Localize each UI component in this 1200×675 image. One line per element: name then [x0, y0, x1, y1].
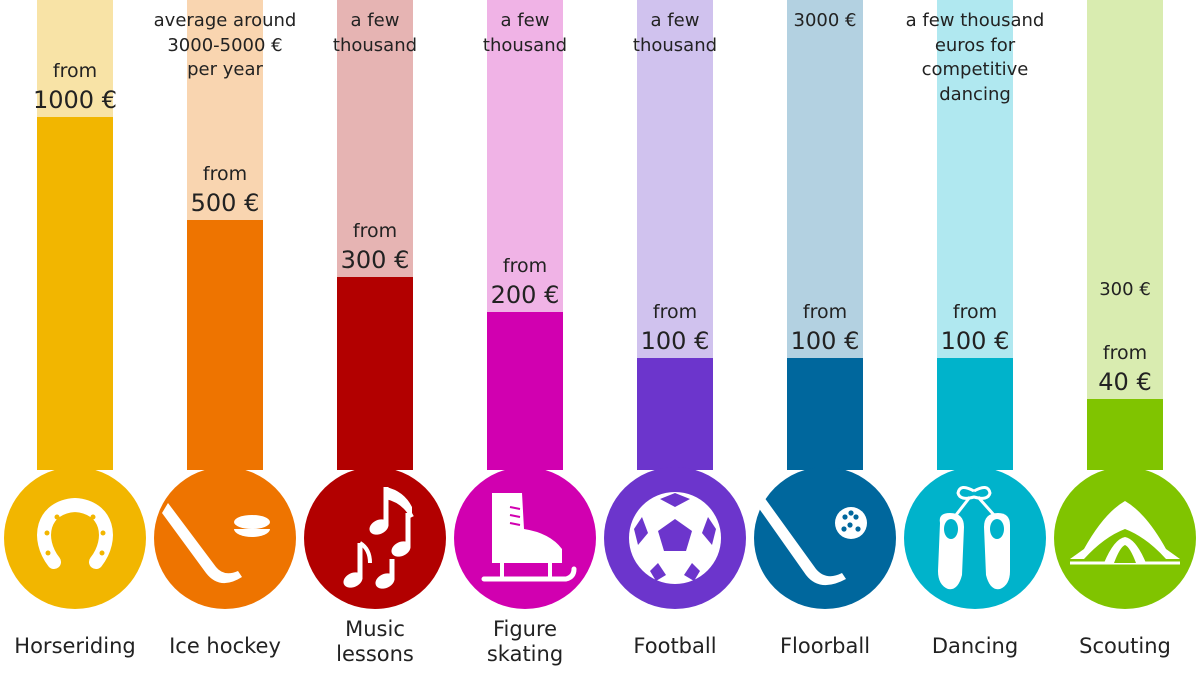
bar — [37, 117, 113, 470]
category-column: 200 € from a few thousand Figure skating — [450, 0, 600, 675]
bar — [637, 358, 713, 470]
tent-icon — [1070, 501, 1180, 565]
bar — [937, 358, 1013, 470]
upper-label: 3000 € — [793, 10, 857, 31]
bar — [187, 220, 263, 470]
category-column: 1000 € from Horseriding — [0, 0, 150, 675]
category-icon-badge — [304, 467, 446, 609]
category-column: 100 € from a few thousand euros for competit… — [900, 0, 1050, 675]
category-icon-badge — [154, 467, 296, 609]
category-label: Floorball — [779, 634, 871, 658]
horseshoe-icon — [37, 497, 113, 569]
bar — [337, 276, 413, 470]
data-label-prefix: from — [802, 301, 848, 324]
category-label: Football — [633, 634, 717, 658]
data-label-value: 300 € — [340, 245, 410, 274]
hockey-stick-puck-icon — [162, 503, 270, 584]
category-icon-badge — [454, 467, 596, 609]
category-column: 40 € from 300 € Scouting — [1050, 0, 1200, 675]
football-icon — [629, 492, 721, 584]
category-icon-badge — [604, 467, 746, 609]
category-icon-badge — [1054, 467, 1196, 609]
category-column: 300 € from a few thousand Music lessons — [300, 0, 450, 675]
data-label-value: 100 € — [940, 327, 1010, 356]
bar — [487, 312, 563, 470]
data-label-value: 1000 € — [33, 86, 117, 115]
category-icon-badge — [4, 467, 146, 609]
upper-label: a few thousand — [332, 10, 418, 56]
upper-label: average around 3000-5000 € per year — [153, 10, 297, 80]
category-label: Dancing — [931, 634, 1019, 658]
data-label-value: 100 € — [640, 327, 710, 356]
category-label: Horseriding — [14, 634, 136, 658]
data-label-prefix: from — [652, 301, 698, 324]
data-label-prefix: from — [352, 219, 398, 242]
category-label: Figure skating — [486, 617, 564, 666]
music-notes-icon — [343, 487, 414, 589]
upper-label: 300 € — [1099, 279, 1151, 300]
upper-label: a few thousand euros for competitive dancin… — [905, 10, 1045, 105]
ballet-shoes-icon — [938, 486, 1010, 590]
data-label-prefix: from — [502, 255, 548, 278]
data-label-prefix: from — [202, 163, 248, 186]
data-label-prefix: from — [1102, 342, 1148, 365]
category-icon-badge — [904, 467, 1046, 609]
data-label-value: 500 € — [190, 189, 260, 218]
category-column: 100 € from a few thousand Football — [600, 0, 750, 675]
bar — [1087, 399, 1163, 470]
category-icon-badge — [754, 467, 896, 609]
floorball-stick-ball-icon — [758, 497, 867, 586]
category-column: 500 € from average around 3000-5000 € per ye… — [150, 0, 300, 675]
bar — [787, 358, 863, 470]
data-label-prefix: from — [952, 301, 998, 324]
data-label-value: 100 € — [790, 327, 860, 356]
data-label-value: 200 € — [490, 281, 560, 310]
data-label-prefix: from — [52, 60, 98, 83]
category-label: Scouting — [1079, 634, 1171, 658]
category-label: Music lessons — [336, 617, 414, 666]
ice-skate-icon — [481, 493, 577, 582]
data-label-value: 40 € — [1098, 368, 1152, 397]
upper-range-bar — [1087, 0, 1163, 470]
upper-label: a few thousand — [482, 10, 568, 56]
upper-label: a few thousand — [632, 10, 718, 56]
category-column: 100 € from 3000 € Floorball — [750, 0, 900, 675]
category-label: Ice hockey — [169, 634, 281, 658]
